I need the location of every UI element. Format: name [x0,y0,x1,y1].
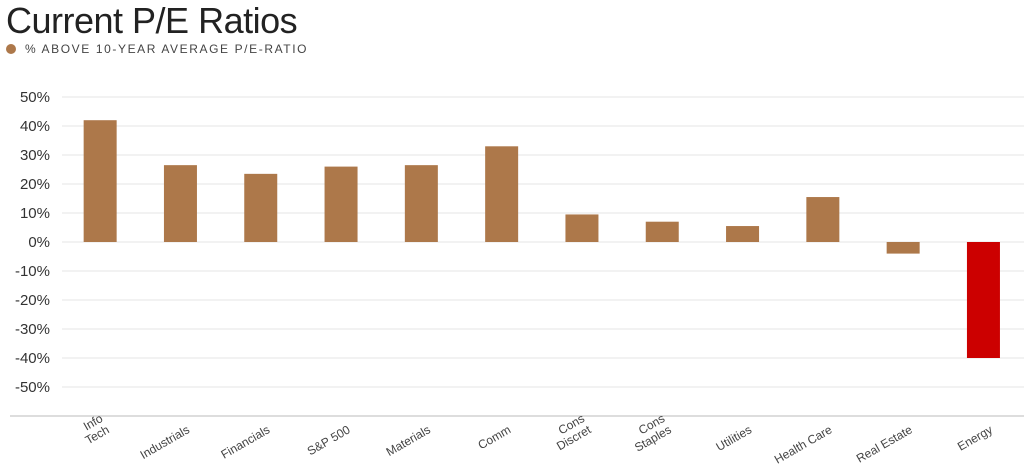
bar [565,214,599,242]
y-tick-label: -50% [15,379,50,396]
x-tick-label: Materials [384,422,433,458]
x-category-label: Comm [476,422,514,452]
x-category-label: Health Care [772,422,835,466]
x-tick-label: Industrials [138,422,192,461]
bar [806,197,840,242]
bar [726,226,760,242]
x-tick-label: Utilities [714,422,754,453]
bar [83,120,117,242]
y-tick-label: -40% [15,350,50,367]
y-tick-label: 40% [20,118,50,135]
x-category-label: Materials [384,422,433,458]
x-tick-label: Financials [218,422,272,461]
bar [163,165,197,242]
x-category-label: Utilities [714,422,754,453]
chart-title: Current P/E Ratios [6,0,298,41]
bar [645,221,679,242]
legend-label: % ABOVE 10-YEAR AVERAGE P/E-RATIO [25,42,309,56]
x-tick-label: Real Estate [854,422,915,465]
x-category-label: Financials [218,422,272,461]
y-tick-label: -10% [15,263,50,280]
legend-swatch [6,44,16,54]
x-category-label: S&P 500 [305,422,353,458]
bar [404,165,438,242]
y-tick-label: -30% [15,321,50,338]
y-tick-label: 10% [20,205,50,222]
chart-legend: % ABOVE 10-YEAR AVERAGE P/E-RATIO [6,42,308,56]
x-tick-label: Energy [955,422,995,453]
y-tick-label: 30% [20,147,50,164]
x-tick-label: Health Care [772,422,835,466]
bar [966,242,1000,358]
y-tick-label: 20% [20,176,50,193]
y-tick-label: -20% [15,292,50,309]
y-tick-label: 50% [20,89,50,106]
x-tick-label: S&P 500 [305,422,353,458]
y-tick-label: 0% [28,234,50,251]
x-category-label: Energy [955,422,995,453]
bar [485,146,519,242]
bar [244,173,278,242]
x-category-label: Industrials [138,422,192,461]
bar [886,242,920,254]
bar [324,166,358,242]
x-category-label: Real Estate [854,422,915,465]
x-tick-label: Comm [476,422,514,452]
